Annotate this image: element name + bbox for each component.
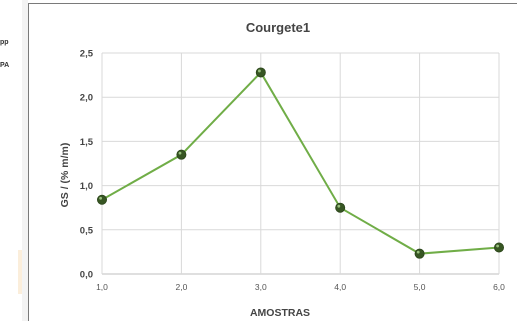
y-axis-title: GS / (% m/m)	[59, 143, 71, 208]
y-tick-label: 1,5	[80, 137, 94, 148]
x-axis-title: AMOSTRAS	[250, 307, 310, 319]
series-group	[97, 67, 504, 259]
series-line	[101, 70, 500, 255]
data-point	[97, 194, 108, 205]
data-point	[255, 67, 266, 78]
left-panel-text-fragment: pp	[0, 39, 9, 46]
x-tick-label: 1,0	[96, 282, 108, 292]
panel-divider	[22, 0, 28, 321]
y-axis-ticks: 0,0 0,5 1,0 1,5 2,0 2,5	[80, 49, 94, 281]
x-tick-label: 5,0	[414, 282, 426, 292]
x-tick-label: 2,0	[175, 282, 187, 292]
data-point-highlight	[337, 204, 341, 208]
data-point-highlight	[496, 244, 499, 248]
data-point-highlight	[416, 250, 420, 254]
x-tick-label: 6,0	[493, 282, 505, 292]
data-point	[493, 242, 504, 253]
data-point-highlight	[99, 196, 102, 200]
y-tick-label: 0,5	[80, 225, 94, 236]
x-tick-label: 3,0	[255, 282, 267, 292]
gridlines	[101, 52, 500, 275]
x-tick-label: 4,0	[334, 282, 346, 292]
y-tick-label: 1,0	[80, 181, 93, 192]
data-point-highlight	[258, 69, 261, 73]
y-tick-label: 0,0	[80, 270, 93, 281]
data-point-highlight	[178, 151, 182, 155]
chart-area[interactable]	[28, 3, 517, 321]
data-point	[176, 149, 187, 160]
cell-highlight	[18, 250, 23, 294]
data-point	[414, 248, 425, 259]
x-axis-ticks: 1,0 2,0 3,0 4,0 5,0 6,0	[96, 282, 505, 292]
data-point	[335, 202, 346, 213]
left-panel-text-fragment: PA	[0, 62, 10, 69]
chart-title: Courgete1	[246, 20, 310, 35]
y-tick-label: 2,0	[80, 93, 93, 104]
y-tick-label: 2,5	[80, 49, 94, 60]
